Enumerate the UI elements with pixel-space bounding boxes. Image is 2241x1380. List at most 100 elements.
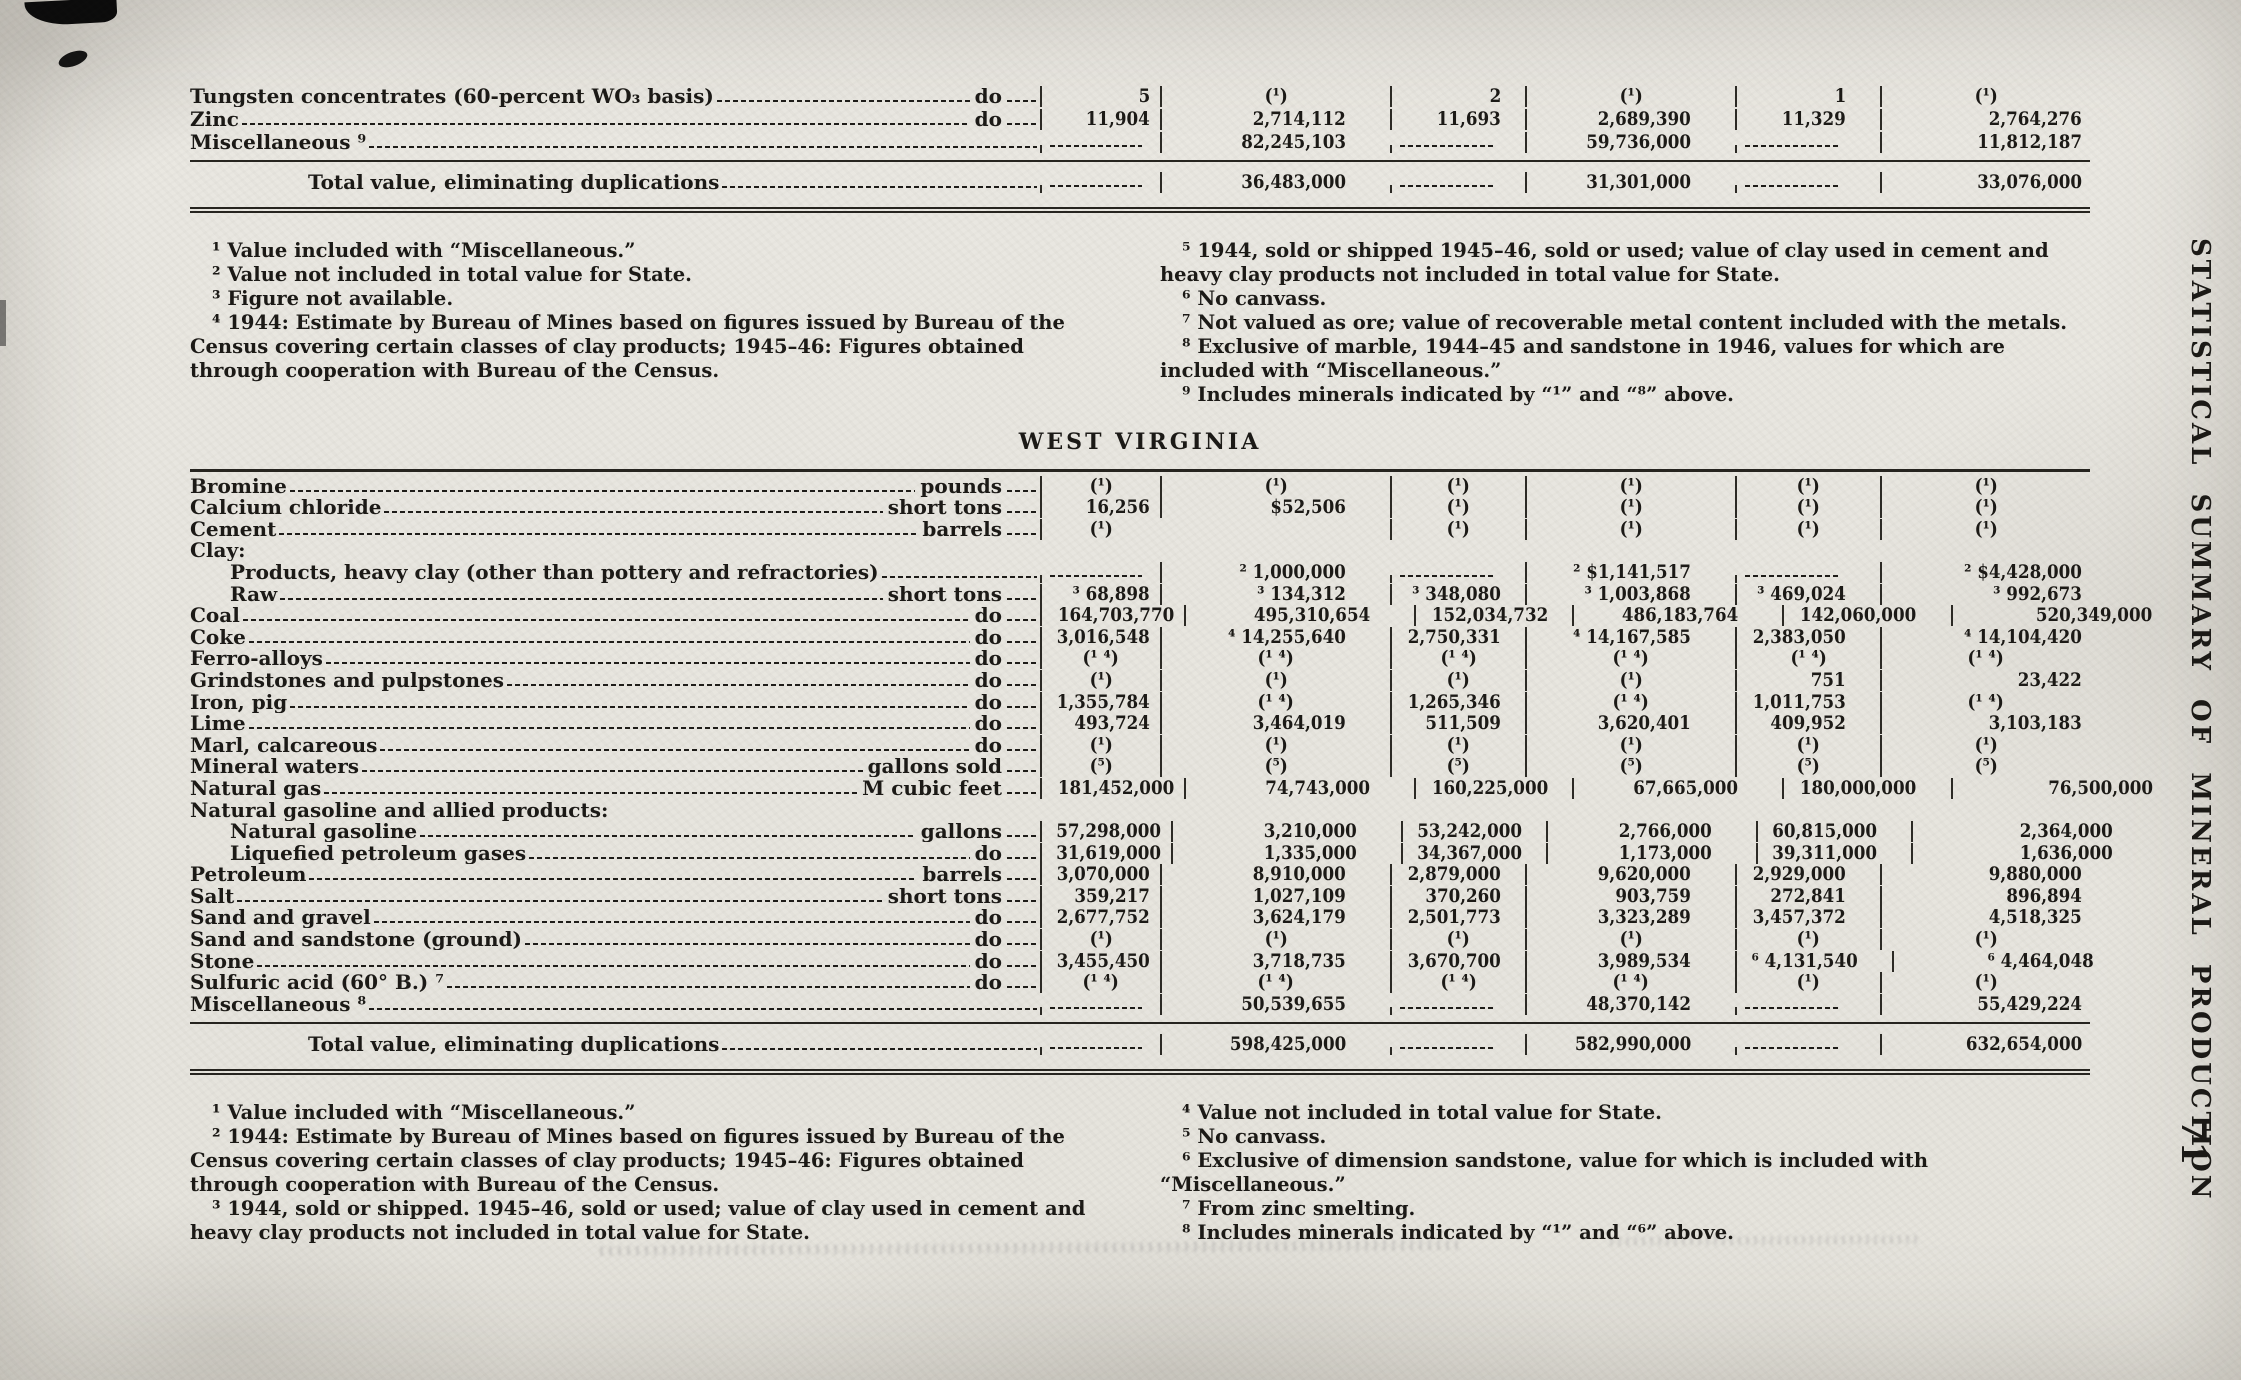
table-cell: 2,929,000 xyxy=(1735,864,1880,886)
row-label: Clay: xyxy=(190,540,246,562)
table-row: Clay: xyxy=(190,540,2090,562)
table-cell: (¹ ⁴) xyxy=(1880,691,2090,713)
table-cell: (⁵) xyxy=(1525,755,1735,778)
row-label: Miscellaneous ⁸ xyxy=(190,993,367,1015)
table-row: Stone do 3,455,450 3,718,735 3,670,700 3,989,… xyxy=(190,949,2094,972)
footnote: ⁶ Exclusive of dimension sandstone, valu… xyxy=(1160,1148,1929,1196)
row-stub: Coke do xyxy=(190,627,1040,648)
dash-leader xyxy=(237,899,883,902)
row-label: Sand and sandstone (ground) xyxy=(190,929,523,951)
dash-leader xyxy=(722,1047,1037,1050)
table-cell: 1,636,000 xyxy=(1911,842,2121,864)
dash-leader xyxy=(1007,727,1037,730)
table-cell: ⁶ 4,464,048 xyxy=(1891,950,2102,972)
table-cell: (⁵) xyxy=(1880,756,2090,778)
cell-value: 1,265,346 xyxy=(1407,690,1501,713)
table-cell: 896,894 xyxy=(1880,884,2090,907)
cell-value: 1,355,784 xyxy=(1056,690,1150,713)
cell-value: (¹) xyxy=(1974,928,1998,951)
row-label: Products, heavy clay (other than pottery… xyxy=(230,561,879,583)
dash-filler xyxy=(1400,574,1493,577)
row-unit: short tons xyxy=(887,583,1002,605)
table-cell: 2,766,000 xyxy=(1546,821,1756,843)
table-cell: (¹) xyxy=(1390,475,1525,497)
cell-value: 1,027,109 xyxy=(1252,884,1346,907)
cell-value: (⁵) xyxy=(1089,755,1113,778)
table-row: Iron, pig do 1,355,784 (¹ ⁴) 1,265,346 (¹ ⁴) 1… xyxy=(190,691,2090,713)
footnote: ¹ Value included with “Miscellaneous.” xyxy=(212,1100,636,1124)
table-cell: (¹) xyxy=(1040,518,1160,540)
row-unit: pounds xyxy=(920,475,1002,497)
cell-value: ³ 992,673 xyxy=(1993,582,2082,605)
table-cell: (¹ ⁴) xyxy=(1040,972,1160,994)
table-cell xyxy=(1040,145,1160,153)
table-cell: 409,952 xyxy=(1735,713,1880,735)
dash-leader xyxy=(1007,511,1037,514)
row-stub: Marl, calcareous do xyxy=(190,735,1040,756)
cell-value: (⁵) xyxy=(1796,755,1821,778)
row-stub: Coal do xyxy=(190,605,1040,626)
table-cell: (¹) xyxy=(1390,929,1525,951)
table-cell xyxy=(1390,574,1525,583)
table-cell: (¹) xyxy=(1525,733,1735,756)
table-row: Grindstones and pulpstones do (¹) (¹) (¹) (¹)… xyxy=(190,669,2090,691)
cell-value: 2,750,331 xyxy=(1407,625,1501,648)
table-cell: 2,364,000 xyxy=(1911,821,2121,843)
cell-value: (¹) xyxy=(1619,517,1643,540)
cell-value: ⁶ 4,131,540 xyxy=(1751,949,1858,972)
dash-leader xyxy=(373,921,970,924)
cell-value: ³ 469,024 xyxy=(1757,582,1846,605)
cell-value: (¹) xyxy=(1796,496,1821,519)
table-cell xyxy=(1735,574,1880,583)
cell-value: (¹) xyxy=(1619,668,1643,691)
cell-value: 3,016,548 xyxy=(1056,625,1150,648)
dash-leader xyxy=(241,123,970,125)
cell-value: 181,452,000 xyxy=(1057,776,1175,799)
table-cell: ³ 992,673 xyxy=(1880,582,2090,605)
cell-value: 582,990,000 xyxy=(1574,1032,1691,1055)
cell-value: 493,724 xyxy=(1074,712,1150,735)
footnote: ⁵ No canvass. xyxy=(1182,1124,1327,1148)
dash-leader xyxy=(506,683,970,686)
table-cell: 2 xyxy=(1390,86,1525,107)
table-cell: 33,076,000 xyxy=(1880,172,2090,193)
table-cell: 2,764,276 xyxy=(1880,109,2090,130)
dash-leader xyxy=(242,619,970,622)
footnote: ³ Figure not available. xyxy=(212,287,454,310)
dash-filler xyxy=(1745,1006,1838,1009)
table-cell: 520,349,000 xyxy=(1950,605,2161,627)
dash-leader xyxy=(881,575,1037,578)
table-total-row: Total value, eliminating duplications 598… xyxy=(190,1024,2090,1067)
table-cell: 53,242,000 xyxy=(1401,821,1546,843)
dash-leader xyxy=(1007,489,1037,492)
row-label: Ferro-alloys xyxy=(190,648,323,670)
row-unit: barrels xyxy=(922,864,1002,886)
table-cell xyxy=(1040,1046,1160,1055)
continuation-table: Tungsten concentrates (60-percent WO₃ ba… xyxy=(190,84,2090,213)
dash-leader xyxy=(1007,640,1037,643)
table-cell xyxy=(1390,145,1525,153)
table-cell: (¹) xyxy=(1735,496,1880,519)
cell-value: 2,677,752 xyxy=(1056,906,1150,929)
row-label: Mineral waters xyxy=(190,756,359,778)
cell-value: 23,422 xyxy=(2018,668,2082,691)
table-cell: (¹ ⁴) xyxy=(1390,648,1525,670)
cell-value: 60,815,000 xyxy=(1772,820,1877,843)
row-unit: do xyxy=(974,734,1002,756)
cell-value: 67,665,000 xyxy=(1633,776,1739,799)
table-cell: (¹) xyxy=(1390,669,1525,691)
cell-value: 2,764,276 xyxy=(1988,108,2082,130)
row-stub: Mineral waters gallons sold xyxy=(190,756,1040,777)
cell-value: (¹) xyxy=(1619,733,1643,756)
table-cell: 1,265,346 xyxy=(1390,690,1525,713)
cell-value: (⁵) xyxy=(1619,755,1643,778)
cell-value: 896,894 xyxy=(2006,884,2082,907)
cell-value: 511,509 xyxy=(1425,712,1501,735)
row-unit: do xyxy=(974,648,1002,670)
table-cell: 76,500,000 xyxy=(1950,777,2161,799)
dash-leader xyxy=(1007,878,1037,881)
row-label: Miscellaneous ⁹ xyxy=(190,132,367,153)
cell-value: ⁴ 14,167,585 xyxy=(1573,625,1691,648)
table-bottom-rule xyxy=(190,1068,2090,1075)
row-label: Natural gasoline and allied products: xyxy=(190,799,609,821)
